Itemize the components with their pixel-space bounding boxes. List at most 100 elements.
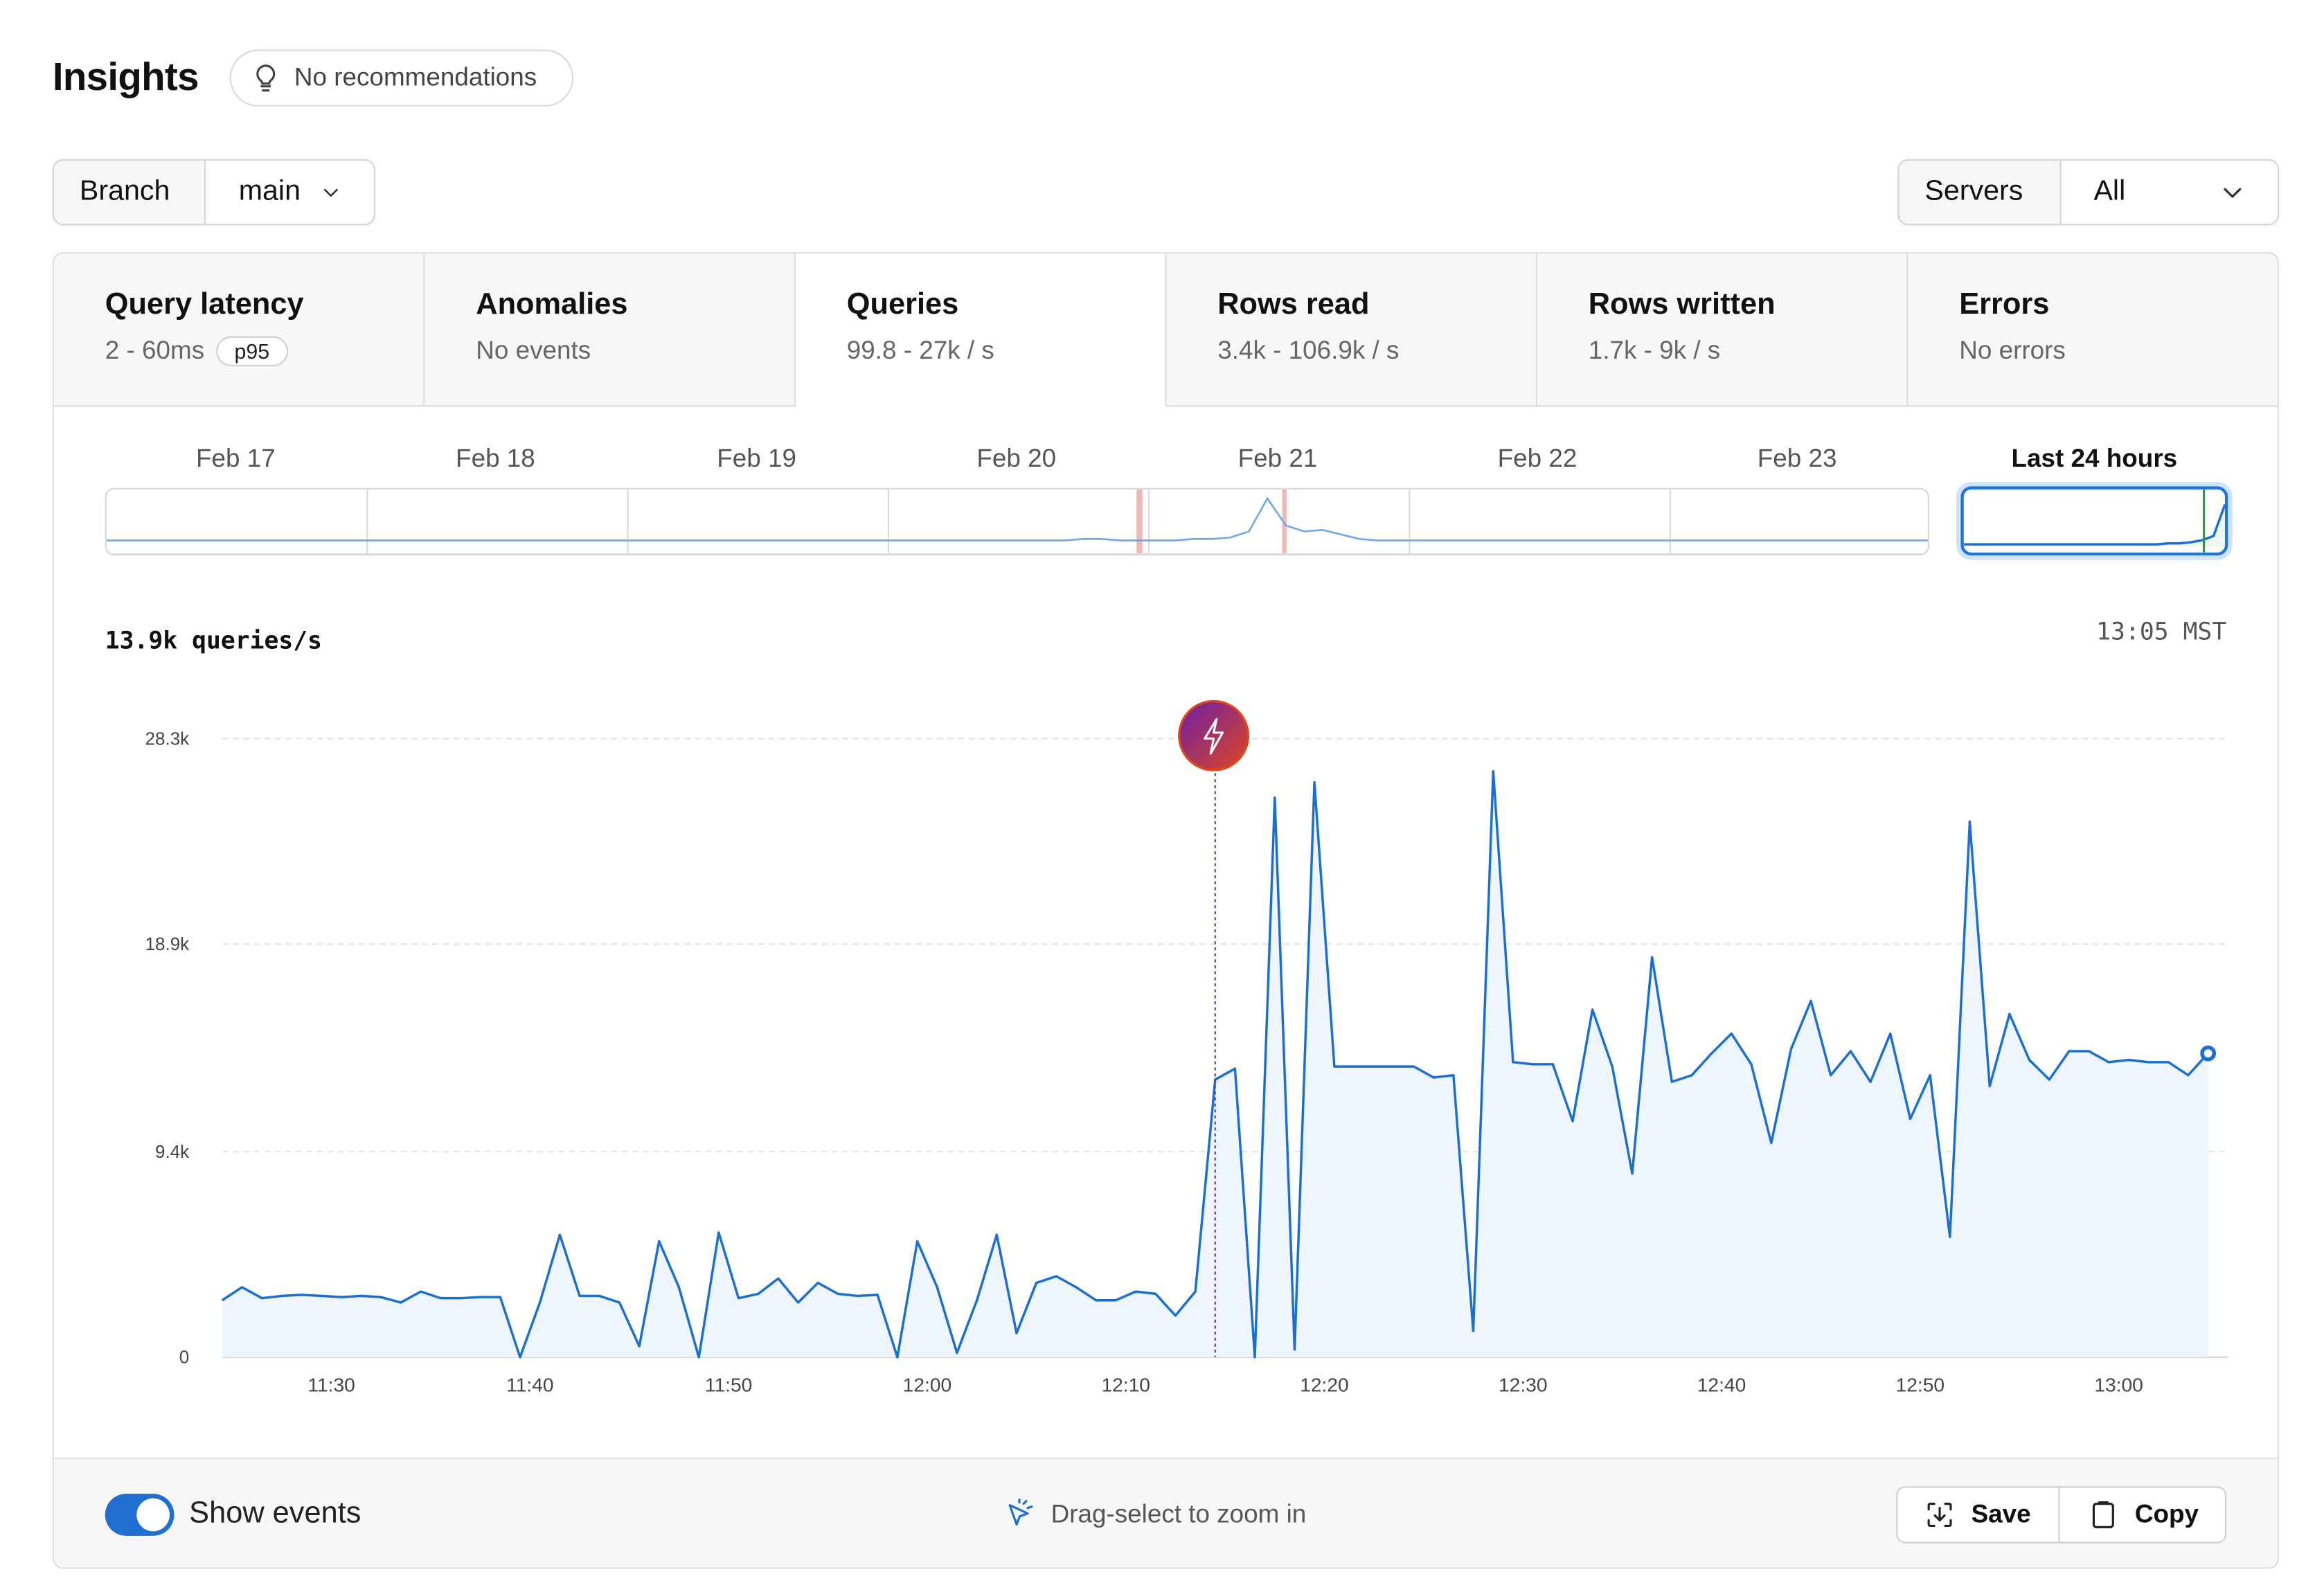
tab-errors[interactable]: Errors No errors <box>1908 253 2278 407</box>
data-point[interactable] <box>1909 1117 1912 1120</box>
data-point[interactable] <box>1749 1062 1753 1066</box>
day-label[interactable]: Feb 18 <box>456 444 535 473</box>
data-point[interactable] <box>499 1295 502 1298</box>
data-point[interactable] <box>1373 1064 1376 1068</box>
data-point[interactable] <box>1809 999 1812 1003</box>
data-point[interactable] <box>995 1233 999 1237</box>
save-button[interactable]: Save <box>1897 1487 2060 1542</box>
branch-selector[interactable]: Branch main <box>52 159 375 226</box>
data-point[interactable] <box>1888 1032 1892 1035</box>
data-point[interactable] <box>1710 1052 1713 1055</box>
data-point[interactable] <box>1769 1141 1773 1145</box>
data-point[interactable] <box>1055 1274 1058 1278</box>
data-point[interactable] <box>1531 1062 1535 1066</box>
data-point[interactable] <box>1829 1073 1832 1077</box>
data-point[interactable] <box>2028 1058 2031 1062</box>
show-events-toggle[interactable] <box>105 1494 175 1536</box>
data-point[interactable] <box>518 1355 521 1359</box>
data-point[interactable] <box>2167 1060 2170 1064</box>
data-point[interactable] <box>1948 1235 1951 1239</box>
data-point[interactable] <box>1273 796 1276 799</box>
day-label[interactable]: Feb 21 <box>1237 444 1318 473</box>
data-point[interactable] <box>1630 1172 1634 1175</box>
data-point[interactable] <box>1611 1064 1614 1068</box>
percentile-badge[interactable]: p95 <box>216 336 288 366</box>
data-point[interactable] <box>538 1300 542 1304</box>
data-point[interactable] <box>737 1296 740 1300</box>
data-point[interactable] <box>1492 769 1495 773</box>
selected-range-label[interactable]: Last 24 hours <box>2011 444 2178 473</box>
data-point[interactable] <box>1193 1290 1197 1294</box>
data-point[interactable] <box>2067 1049 2071 1053</box>
data-point[interactable] <box>399 1300 402 1304</box>
data-point[interactable] <box>220 1298 224 1302</box>
data-point[interactable] <box>776 1277 780 1280</box>
data-point[interactable] <box>240 1285 244 1289</box>
data-point[interactable] <box>876 1293 879 1296</box>
tab-rows-written[interactable]: Rows written 1.7k - 9k / s <box>1537 253 1909 407</box>
data-point[interactable] <box>1551 1062 1555 1066</box>
data-point[interactable] <box>1472 1329 1475 1332</box>
data-point[interactable] <box>677 1285 681 1289</box>
data-point[interactable] <box>1174 1314 1177 1317</box>
data-point[interactable] <box>578 1294 581 1298</box>
servers-selector[interactable]: Servers All <box>1897 159 2280 226</box>
data-point[interactable] <box>697 1355 701 1359</box>
data-point[interactable] <box>1650 956 1654 959</box>
data-point[interactable] <box>856 1294 859 1298</box>
data-point[interactable] <box>458 1296 462 1300</box>
tab-query-latency[interactable]: Query latency 2 - 60ms p95 <box>54 253 425 407</box>
data-point[interactable] <box>1670 1080 1674 1084</box>
tab-rows-read[interactable]: Rows read 3.4k - 106.9k / s <box>1166 253 1538 407</box>
data-point[interactable] <box>1313 780 1316 784</box>
data-point[interactable] <box>1074 1285 1078 1289</box>
data-point[interactable] <box>1432 1075 1436 1079</box>
data-point[interactable] <box>1412 1064 1415 1068</box>
data-point[interactable] <box>1968 820 1972 823</box>
data-point[interactable] <box>1233 1067 1237 1071</box>
data-point[interactable] <box>419 1290 422 1294</box>
tab-queries[interactable]: Queries 99.8 - 27k / s <box>796 253 1167 407</box>
data-point[interactable] <box>757 1292 760 1296</box>
day-label[interactable]: Feb 19 <box>717 444 797 473</box>
data-point[interactable] <box>955 1351 958 1354</box>
day-label[interactable]: Feb 17 <box>195 444 276 473</box>
data-point[interactable] <box>816 1281 820 1285</box>
data-point[interactable] <box>439 1296 443 1300</box>
data-point[interactable] <box>1511 1060 1514 1064</box>
data-point[interactable] <box>1094 1298 1098 1302</box>
day-label[interactable]: Feb 23 <box>1757 444 1837 473</box>
data-point[interactable] <box>936 1285 939 1289</box>
data-point[interactable] <box>895 1355 899 1359</box>
servers-dropdown[interactable]: All <box>2060 160 2278 224</box>
queries-chart[interactable]: 0 9.4k 18.9k 28.3k 11:30 11:40 11:50 12:00 12:10… <box>54 253 2278 1458</box>
data-point[interactable] <box>1293 1348 1296 1351</box>
data-point[interactable] <box>1789 1047 1793 1050</box>
overview-strip[interactable] <box>105 488 1929 556</box>
data-point[interactable] <box>1154 1292 1157 1296</box>
data-point[interactable] <box>1690 1073 1693 1077</box>
data-point[interactable] <box>796 1300 800 1304</box>
data-point[interactable] <box>1730 1032 1733 1035</box>
day-label[interactable]: Feb 20 <box>976 444 1057 473</box>
data-point[interactable] <box>975 1298 978 1302</box>
data-point[interactable] <box>717 1231 720 1234</box>
data-point[interactable] <box>836 1292 839 1296</box>
data-point[interactable] <box>2147 1060 2150 1064</box>
copy-button[interactable]: Copy <box>2059 1487 2224 1541</box>
data-point[interactable] <box>558 1233 562 1237</box>
data-point[interactable] <box>1571 1119 1574 1123</box>
data-point[interactable] <box>300 1293 303 1296</box>
data-point[interactable] <box>320 1294 323 1298</box>
data-point[interactable] <box>1869 1080 1872 1084</box>
data-point[interactable] <box>359 1294 363 1298</box>
data-point[interactable] <box>2008 1012 2011 1016</box>
data-point[interactable] <box>2087 1049 2091 1053</box>
data-point[interactable] <box>339 1295 343 1298</box>
data-point[interactable] <box>2048 1077 2051 1081</box>
data-point[interactable] <box>1451 1073 1455 1077</box>
selected-range-box[interactable] <box>1960 486 2228 556</box>
data-point[interactable] <box>657 1240 661 1243</box>
data-point[interactable] <box>1035 1281 1038 1285</box>
data-point[interactable] <box>1253 1355 1257 1359</box>
